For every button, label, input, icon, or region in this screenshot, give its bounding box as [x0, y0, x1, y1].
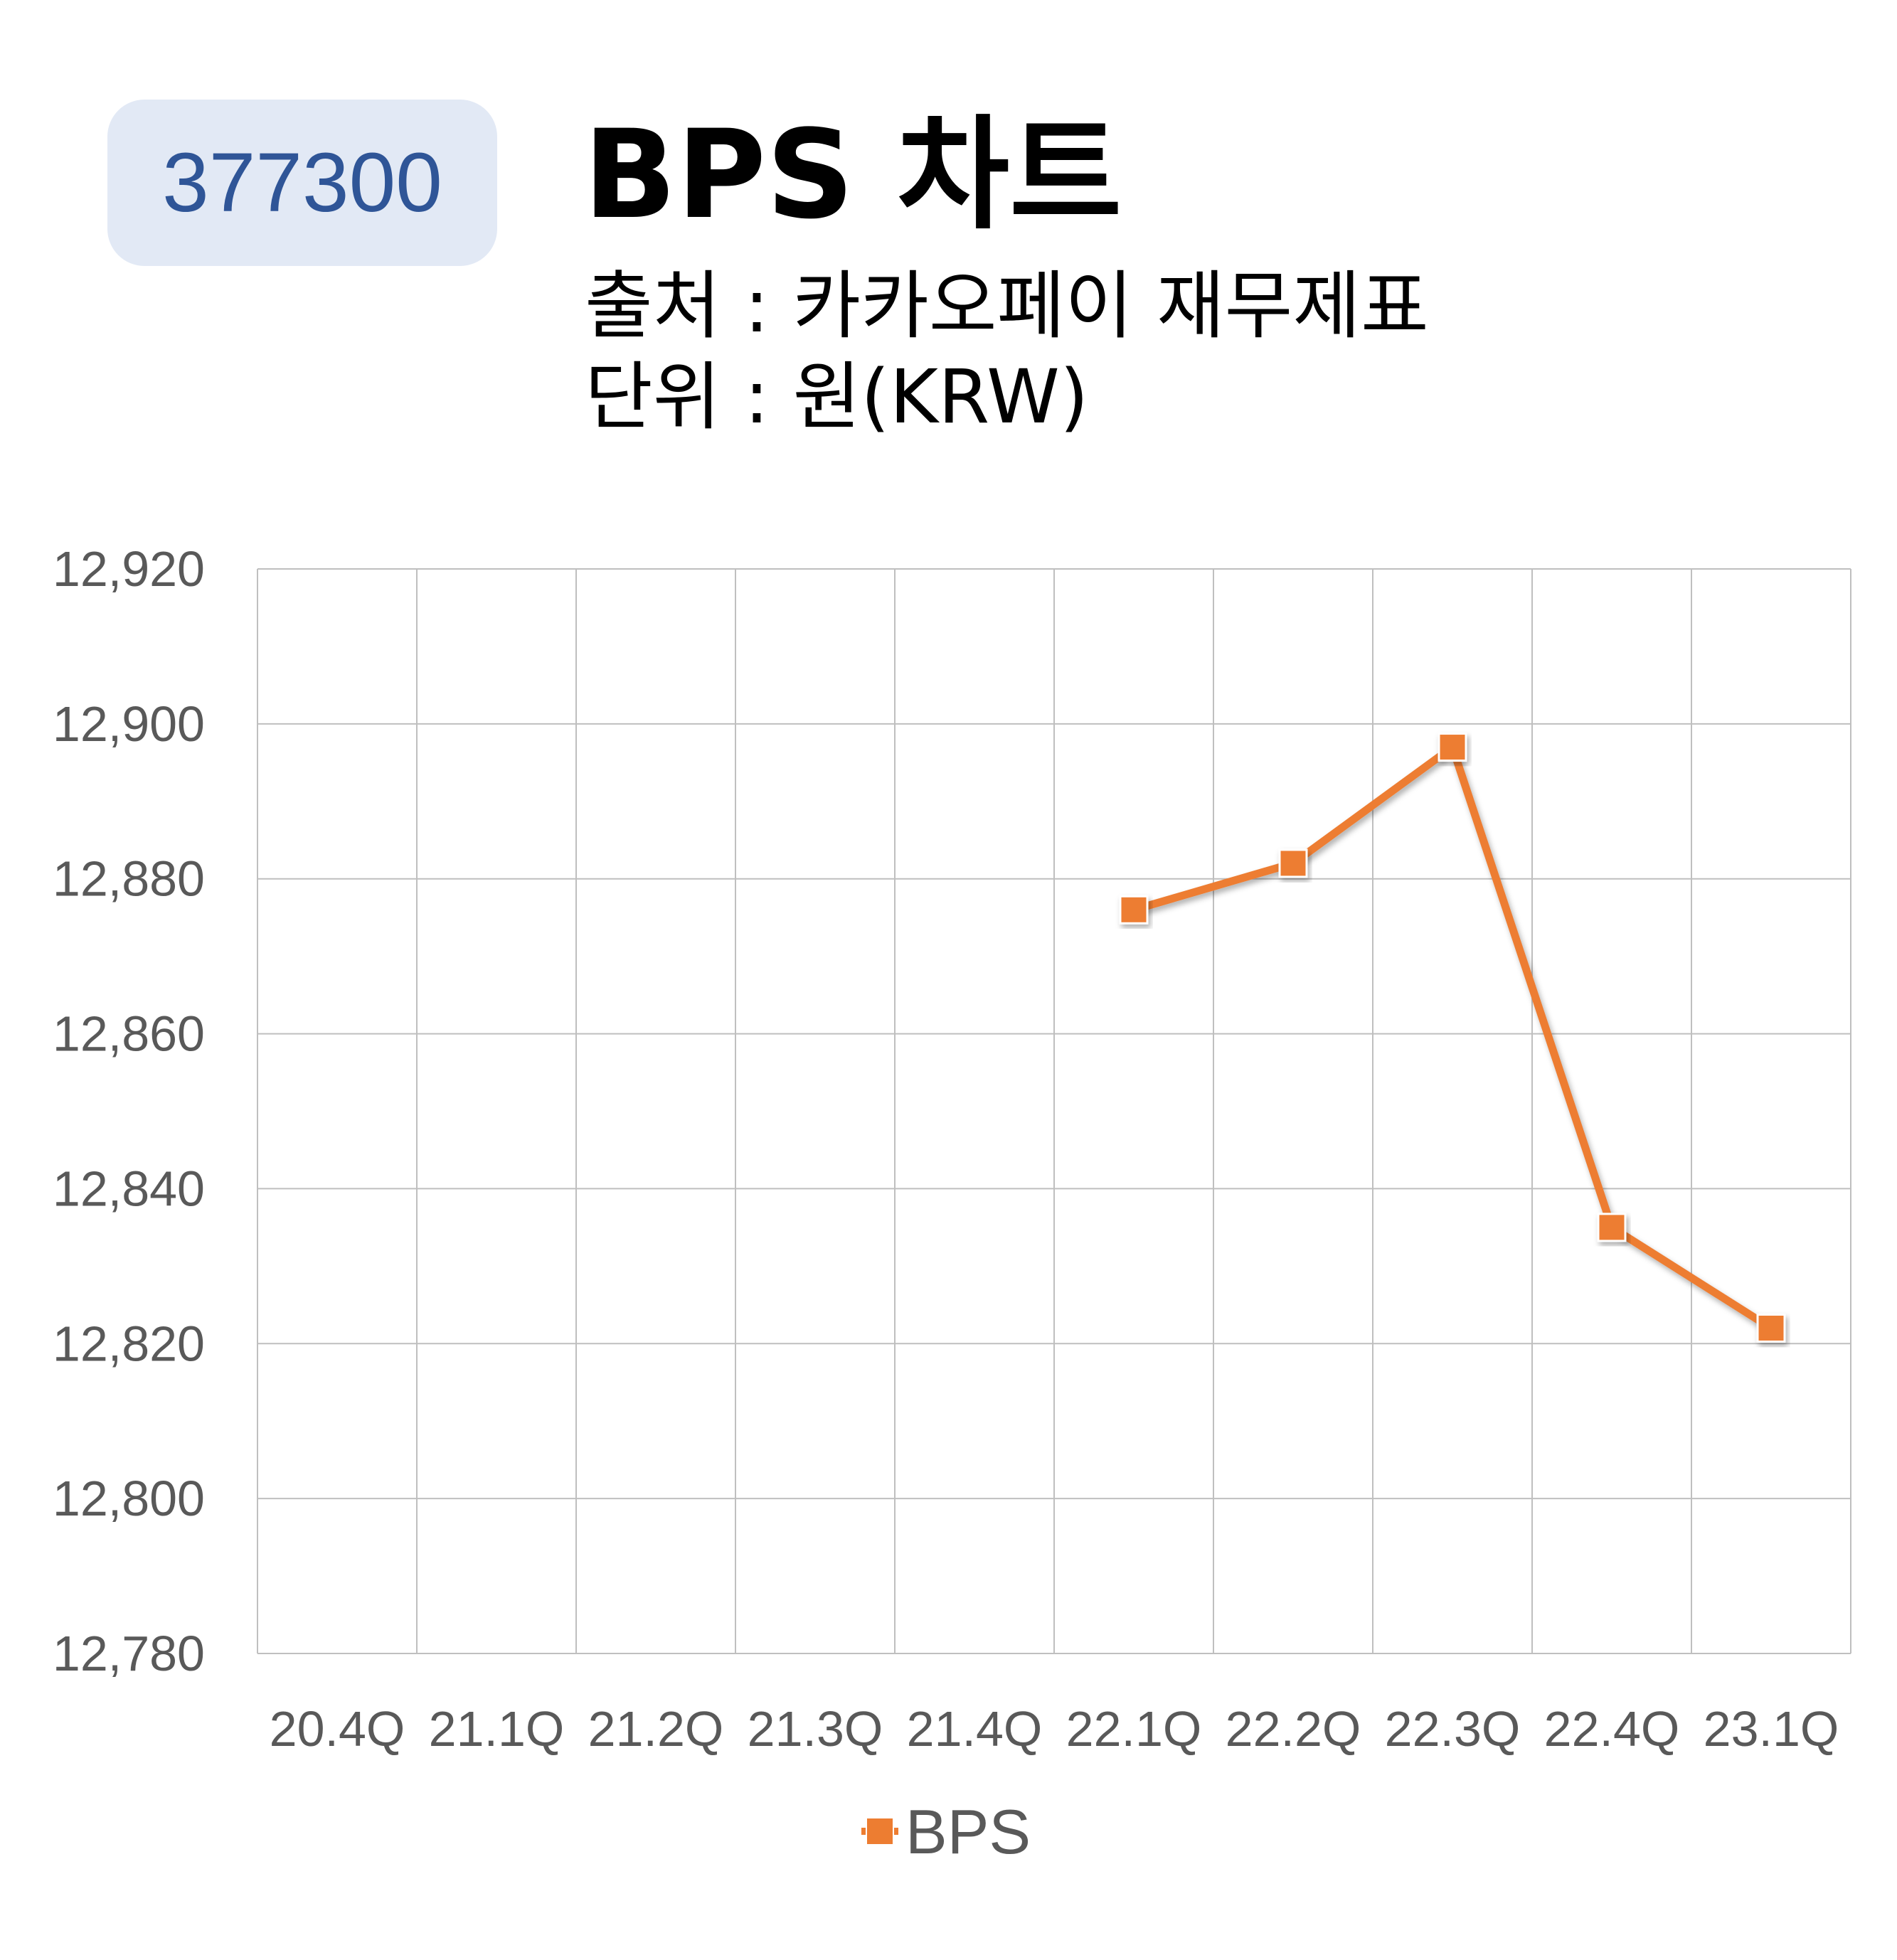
- x-tick-label: 21.3Q: [748, 1701, 883, 1757]
- data-point-marker: [1756, 1314, 1786, 1343]
- y-tick-label: 12,880: [53, 851, 205, 907]
- x-tick-label: 22.2Q: [1226, 1701, 1361, 1757]
- y-tick-label: 12,780: [53, 1626, 205, 1681]
- y-tick-label: 12,820: [53, 1316, 205, 1371]
- x-tick-label: 22.1Q: [1066, 1701, 1202, 1757]
- series-bps: [1119, 733, 1786, 1343]
- data-point-marker: [1597, 1213, 1627, 1242]
- stock-code: 377300: [162, 136, 442, 230]
- x-tick-label: 22.3Q: [1385, 1701, 1521, 1757]
- legend: BPS: [861, 1796, 1031, 1867]
- legend-marker: [866, 1817, 894, 1846]
- unit-label: 단위 : 원(KRW): [585, 353, 1089, 440]
- series-line: [1132, 743, 1773, 1332]
- data-point-marker: [1119, 895, 1149, 925]
- x-tick-label: 20.4Q: [270, 1701, 405, 1757]
- x-tick-label: 21.1Q: [429, 1701, 565, 1757]
- chart-title: BPS 차트: [583, 103, 1122, 246]
- x-tick-label: 21.4Q: [907, 1701, 1043, 1757]
- y-tick-label: 12,840: [53, 1161, 205, 1216]
- source-label: 출처 : 카카오페이 재무제표: [585, 262, 1429, 349]
- grid: [257, 568, 1851, 1654]
- data-point-marker: [1438, 733, 1467, 762]
- legend-label: BPS: [905, 1796, 1031, 1867]
- y-tick-label: 12,900: [53, 696, 205, 752]
- y-tick-label: 12,800: [53, 1471, 205, 1526]
- stock-code-badge: 377300: [107, 100, 497, 266]
- x-tick-label: 23.1Q: [1704, 1701, 1839, 1757]
- x-axis-ticks: 20.4Q 21.1Q 21.2Q 21.3Q 21.4Q 22.1Q 22.2Q 22.3Q…: [270, 1701, 1839, 1757]
- y-axis-ticks: 12,780 12,800 12,820 12,840 12,860 12,880 12,9…: [53, 541, 205, 1681]
- x-tick-label: 22.4Q: [1544, 1701, 1680, 1757]
- x-tick-label: 21.2Q: [588, 1701, 724, 1757]
- y-tick-label: 12,860: [53, 1006, 205, 1062]
- y-tick-label: 12,920: [53, 541, 205, 597]
- data-point-marker: [1278, 848, 1308, 878]
